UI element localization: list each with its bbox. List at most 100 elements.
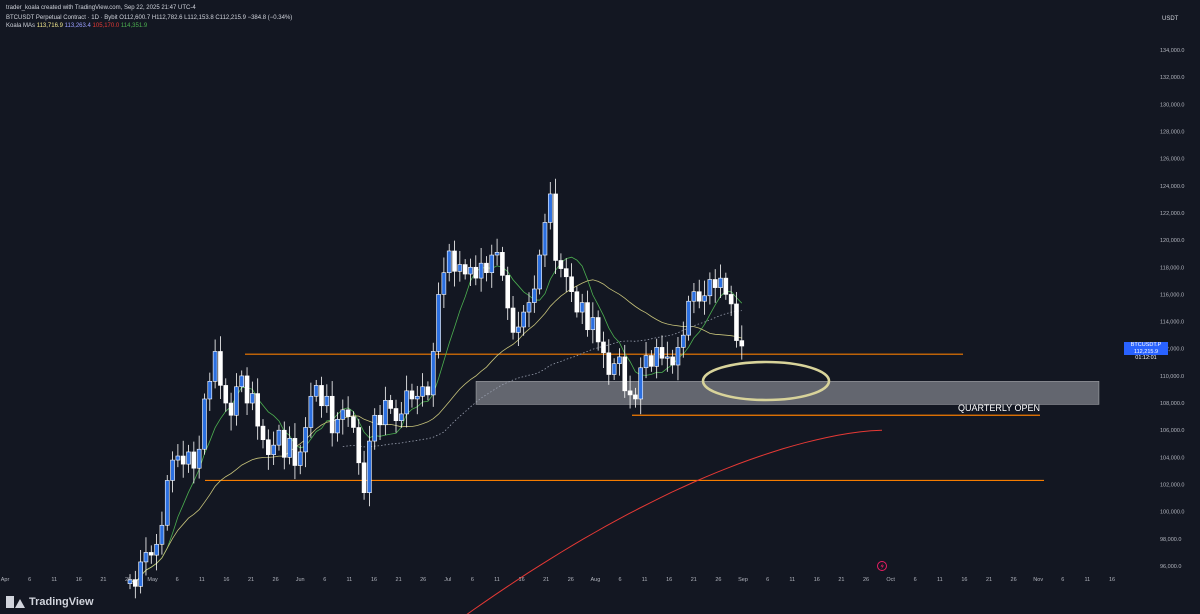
x-tick-label: 21 bbox=[100, 577, 106, 583]
candle-body bbox=[611, 363, 617, 375]
last-price-tag: BTCUSDT.P 112,215.9 01:12:01 bbox=[1124, 342, 1168, 361]
ma-200-line bbox=[466, 429, 883, 614]
symbol-line[interactable]: BTCUSDT Perpetual Contract · 1D · Bybit bbox=[6, 15, 118, 21]
x-tick-label: 11 bbox=[494, 577, 500, 583]
candle-body bbox=[281, 429, 287, 458]
candle-body bbox=[542, 222, 548, 256]
candle-body bbox=[473, 266, 479, 279]
y-tick-label: 120,000.0 bbox=[1160, 238, 1184, 244]
quarterly-open-annotation: QUARTERLY OPEN bbox=[958, 403, 1040, 413]
candle-body bbox=[494, 252, 500, 256]
time-axis[interactable]: Apr 6 11 16 21 26 May 6 11 16 21 26 Jun 6 11 16 21 26 Jul 6… bbox=[1, 577, 1115, 583]
y-tick-label: 110,000.0 bbox=[1160, 374, 1184, 380]
candle-body bbox=[510, 307, 516, 333]
candle-body bbox=[175, 455, 181, 461]
candle-body bbox=[228, 402, 234, 416]
candle-body bbox=[329, 395, 335, 434]
x-tick-label: 21 bbox=[543, 577, 549, 583]
candle-body bbox=[558, 260, 564, 269]
candle-body bbox=[164, 480, 170, 526]
x-tick-label: 16 bbox=[666, 577, 672, 583]
candle-body bbox=[595, 317, 601, 343]
candle-body bbox=[665, 356, 670, 359]
candle-body bbox=[702, 295, 707, 302]
candle-body bbox=[404, 390, 409, 415]
candle-body bbox=[250, 393, 255, 404]
x-tick-label: 21 bbox=[838, 577, 844, 583]
indicator-name[interactable]: Koala MAs bbox=[6, 23, 36, 29]
x-tick-label: 6 bbox=[766, 577, 769, 583]
lightning-icon[interactable] bbox=[877, 561, 887, 571]
candle-body bbox=[430, 351, 436, 396]
candle-body bbox=[202, 398, 207, 450]
candle-body bbox=[425, 386, 431, 396]
candle-body bbox=[537, 254, 542, 290]
tradingview-logo[interactable]: TradingView bbox=[6, 596, 94, 608]
candle-body bbox=[462, 264, 468, 275]
candle-body bbox=[276, 429, 282, 446]
candle-body bbox=[718, 277, 723, 288]
x-tick-label: 16 bbox=[814, 577, 820, 583]
price-axis[interactable]: 96,000.0 98,000.0 100,000.0 102,000.0 104,00… bbox=[1160, 48, 1184, 570]
candle-body bbox=[297, 451, 303, 466]
candle-body bbox=[143, 552, 149, 563]
x-tick-label: 6 bbox=[914, 577, 917, 583]
candle-body bbox=[505, 275, 511, 309]
candle-body bbox=[292, 438, 298, 466]
candle-body bbox=[478, 262, 484, 279]
candle-body bbox=[234, 386, 239, 416]
candle-body bbox=[617, 356, 622, 364]
x-tick-label: 26 bbox=[420, 577, 426, 583]
x-tick-label: 16 bbox=[76, 577, 82, 583]
candle-body bbox=[361, 462, 367, 493]
candle-body bbox=[372, 414, 378, 442]
candle-body bbox=[696, 291, 702, 302]
x-tick-label: 26 bbox=[863, 577, 869, 583]
candle-body bbox=[521, 311, 526, 328]
x-tick-label: 6 bbox=[176, 577, 179, 583]
x-tick-label: Sep bbox=[738, 577, 748, 583]
candles bbox=[127, 178, 745, 599]
x-tick-label: 26 bbox=[1011, 577, 1017, 583]
y-tick-label: 134,000.0 bbox=[1160, 48, 1184, 54]
x-tick-label: 6 bbox=[323, 577, 326, 583]
candle-body bbox=[212, 351, 218, 382]
candle-body bbox=[500, 252, 505, 276]
x-tick-label: 21 bbox=[248, 577, 254, 583]
ma-value-4: 114,351.9 bbox=[120, 23, 148, 29]
tradingview-logo-icon bbox=[6, 596, 25, 608]
x-tick-label: Apr bbox=[1, 577, 10, 583]
x-tick-label: 6 bbox=[1061, 577, 1064, 583]
candle-body bbox=[345, 409, 351, 417]
brand-name: TradingView bbox=[29, 596, 94, 608]
candle-body bbox=[287, 438, 292, 458]
candle-body bbox=[441, 272, 447, 295]
candle-body bbox=[356, 427, 362, 464]
candle-body bbox=[313, 385, 319, 397]
candle-body bbox=[414, 395, 420, 400]
candle-body bbox=[659, 347, 665, 359]
zone-rect bbox=[475, 381, 1100, 405]
x-tick-label: 21 bbox=[986, 577, 992, 583]
highlight-ellipse-shape bbox=[701, 360, 831, 402]
candle-body bbox=[399, 413, 404, 422]
y-tick-label: 106,000.0 bbox=[1160, 428, 1184, 434]
candle-body bbox=[218, 351, 223, 386]
y-tick-label: 114,000.0 bbox=[1160, 320, 1184, 326]
candle-body bbox=[191, 451, 197, 469]
candle-body bbox=[244, 375, 250, 404]
attribution-text: trader_koala created with TradingView.co… bbox=[6, 5, 196, 11]
support-zone bbox=[475, 381, 1100, 405]
y-tick-label: 112,000.0 bbox=[1160, 347, 1184, 353]
currency-label[interactable]: USDT bbox=[1162, 16, 1179, 22]
candle-body bbox=[643, 355, 649, 369]
candle-body bbox=[728, 294, 734, 305]
y-tick-label: 102,000.0 bbox=[1160, 483, 1184, 489]
candle-body bbox=[712, 279, 718, 288]
x-tick-label: 6 bbox=[618, 577, 621, 583]
candle-body bbox=[223, 385, 229, 404]
candle-body bbox=[638, 367, 644, 400]
candle-body bbox=[553, 193, 558, 261]
candle-body bbox=[686, 300, 691, 336]
